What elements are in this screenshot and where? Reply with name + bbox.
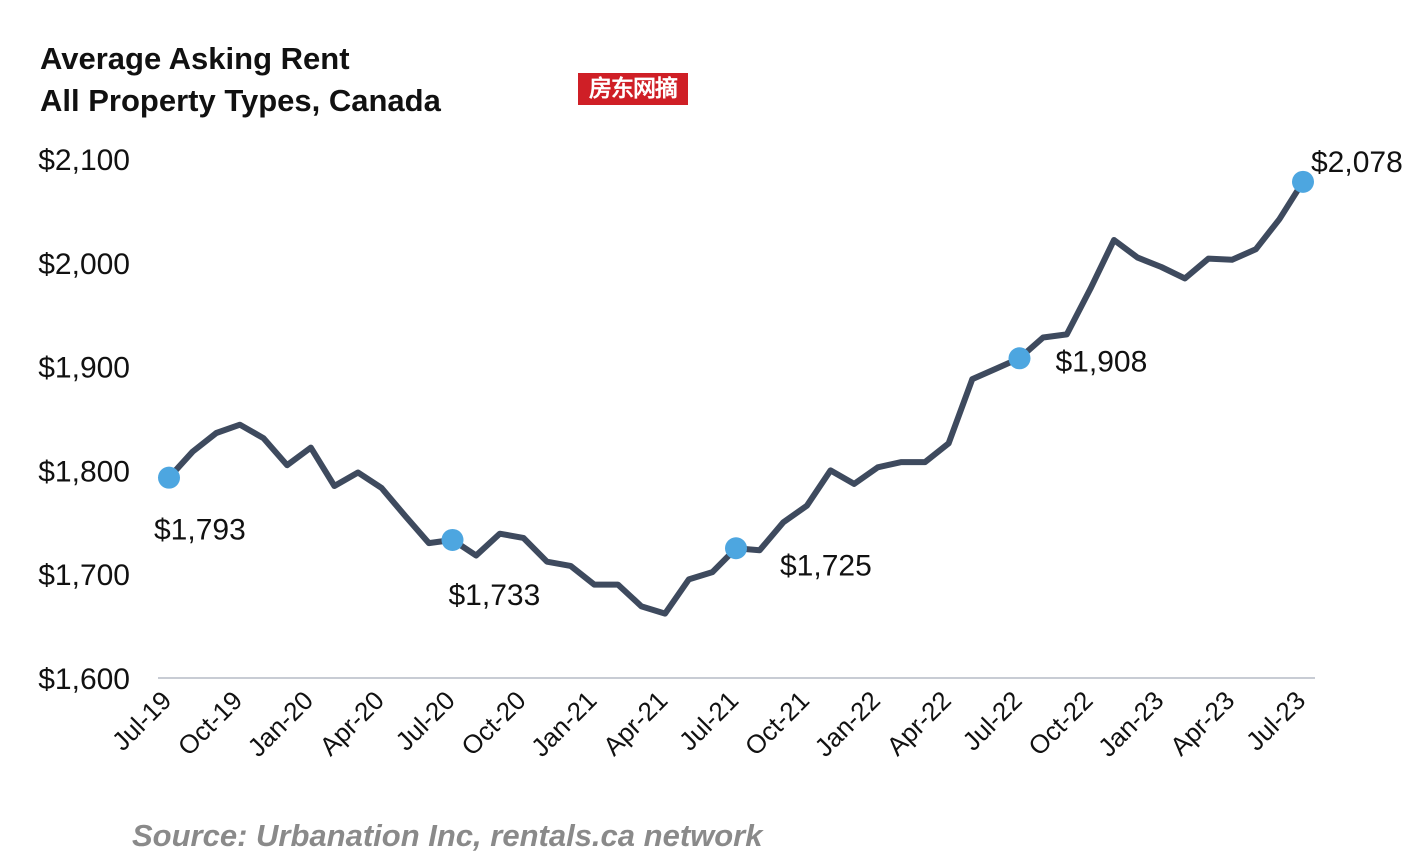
x-tick-label: Jul-23 <box>1240 685 1311 756</box>
data-point-marker <box>1292 170 1314 193</box>
x-tick-label: Jan-21 <box>525 685 602 762</box>
data-point-marker <box>1008 347 1031 370</box>
data-label: $1,725 <box>780 549 872 582</box>
chart-title: Average Asking Rent All Property Types, … <box>40 38 441 122</box>
x-tick-label: Oct-20 <box>455 685 531 761</box>
x-tick-label: Apr-21 <box>597 685 673 761</box>
chart-markers <box>158 170 1314 560</box>
y-tick-label: $2,100 <box>38 144 130 177</box>
data-label: $2,078 <box>1311 146 1403 179</box>
chart-data-labels: $1,793 $1,733 $1,725 $1,908 $2,078 <box>154 146 1403 612</box>
x-tick-label: Jul-22 <box>956 685 1027 756</box>
data-point-marker <box>441 528 464 551</box>
data-label: $1,733 <box>449 579 541 612</box>
y-tick-label: $1,700 <box>38 559 130 592</box>
y-tick-label: $1,600 <box>38 663 130 696</box>
x-tick-label: Apr-22 <box>880 685 956 761</box>
x-tick-label: Jul-21 <box>673 685 744 756</box>
data-label: $1,908 <box>1056 345 1148 378</box>
x-tick-label: Oct-19 <box>172 685 248 761</box>
data-point-marker <box>158 466 180 489</box>
data-label: $1,793 <box>154 514 246 547</box>
chart-title-line1: Average Asking Rent <box>40 41 350 76</box>
y-tick-label: $1,900 <box>38 352 130 385</box>
y-tick-label: $1,800 <box>38 455 130 488</box>
x-tick-label: Apr-23 <box>1164 685 1240 761</box>
x-tick-label: Apr-20 <box>313 685 389 761</box>
x-tick-label: Oct-21 <box>739 685 815 761</box>
x-tick-label: Jan-23 <box>1092 685 1169 762</box>
chart-title-line2: All Property Types, Canada <box>40 83 441 118</box>
data-point-marker <box>725 537 747 560</box>
x-tick-label: Jan-22 <box>809 685 886 762</box>
chart-axes: $1,600 $1,700 $1,800 $1,900 $2,000 $2,100 Jul-… <box>38 144 1315 762</box>
x-tick-label: Jan-20 <box>242 685 319 762</box>
x-tick-label: Oct-22 <box>1022 685 1098 761</box>
x-tick-label: Jul-20 <box>389 685 460 756</box>
source-note: Source: Urbanation Inc, rentals.ca netwo… <box>132 818 763 853</box>
watermark-logo: 房东网摘 <box>578 73 688 105</box>
y-tick-label: $2,000 <box>38 248 130 281</box>
